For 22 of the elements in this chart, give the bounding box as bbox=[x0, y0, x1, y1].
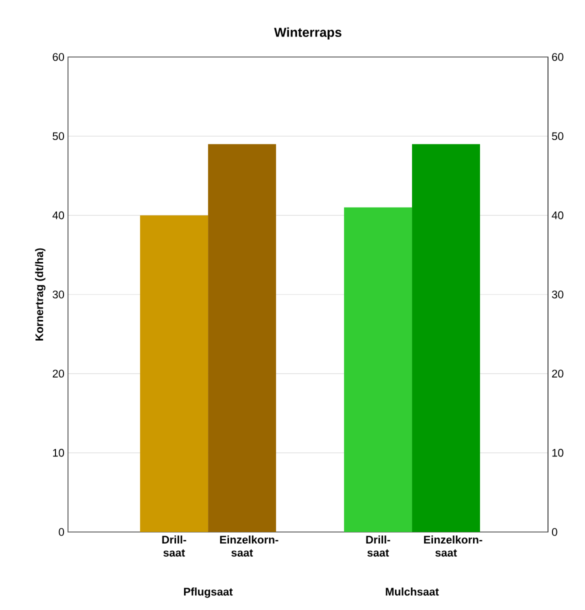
y2-tick-label: 40 bbox=[552, 211, 564, 220]
y-tick-label: 20 bbox=[52, 370, 64, 378]
x-tick-label: Einzelkorn-saat bbox=[220, 536, 278, 557]
y-tick-label: 40 bbox=[52, 211, 64, 220]
text: Mulchsaat bbox=[386, 588, 439, 596]
y2-tick-label: 30 bbox=[552, 290, 564, 298]
y-axis-title: Kornertrag (dt/ha) bbox=[35, 248, 46, 341]
y-tick-label: 50 bbox=[52, 132, 64, 140]
text: Pflugsaat bbox=[184, 588, 233, 598]
y-tick-label: 10 bbox=[53, 448, 64, 457]
y-tick-label: 0 bbox=[58, 528, 64, 536]
y-tick-label: 30 bbox=[52, 290, 64, 298]
y2-tick-label: 10 bbox=[552, 448, 564, 457]
y2-tick-label: 0 bbox=[552, 528, 558, 536]
y2-tick-label: 60 bbox=[552, 53, 564, 61]
x-tick-label: Drill-saat bbox=[366, 536, 390, 557]
chart-title: Winterraps bbox=[274, 27, 342, 40]
y2-tick-label: 50 bbox=[552, 132, 564, 140]
y-tick-label: 60 bbox=[52, 53, 64, 61]
x-tick-label: Einzelkorn-saat bbox=[424, 536, 482, 557]
x-tick-label: Drill-saat bbox=[162, 536, 186, 557]
y2-tick-label: 20 bbox=[552, 370, 564, 378]
